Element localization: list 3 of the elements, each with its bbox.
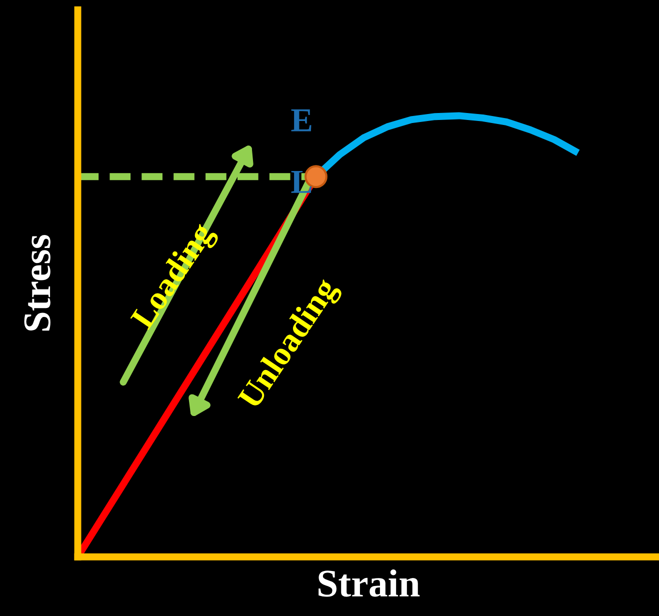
annotation: E — [291, 109, 312, 132]
x-axis-title: Strain — [318, 569, 420, 597]
y-axis-title: Stress — [24, 234, 50, 331]
